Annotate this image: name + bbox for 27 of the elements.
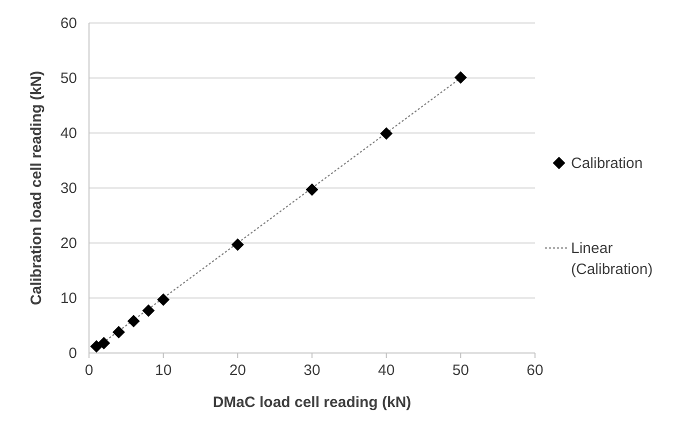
y-tick-label: 20 [60, 235, 77, 252]
x-tick-label: 20 [229, 362, 246, 379]
x-tick-label: 50 [452, 362, 470, 379]
y-tick-label: 60 [60, 15, 77, 32]
x-tick-label: 0 [84, 362, 94, 379]
point [98, 336, 110, 350]
y-axis-title: Calibration load cell reading (kN) [28, 70, 45, 306]
y-tick-label: 30 [60, 180, 77, 197]
point [127, 314, 140, 328]
x-tick-label: 30 [304, 362, 320, 379]
y-tick-label: 40 [60, 125, 77, 142]
x-tick-label: 60 [526, 362, 544, 379]
point [142, 304, 155, 317]
y-tick-label: 10 [60, 290, 77, 307]
point [454, 71, 467, 84]
point [231, 238, 244, 251]
x-tick-label: 40 [378, 362, 395, 379]
point [157, 293, 170, 306]
point [112, 326, 125, 338]
y-tick-label: 50 [60, 70, 77, 87]
y-tick-label: 0 [68, 345, 77, 362]
point [306, 183, 318, 196]
x-tick-label: 10 [154, 362, 172, 379]
legend-label: Calibration [571, 155, 643, 172]
x-axis-title: DMaC load cell reading (kN) [212, 394, 412, 411]
point [380, 127, 393, 140]
legend-label: Linear (Calibration) [571, 240, 653, 278]
